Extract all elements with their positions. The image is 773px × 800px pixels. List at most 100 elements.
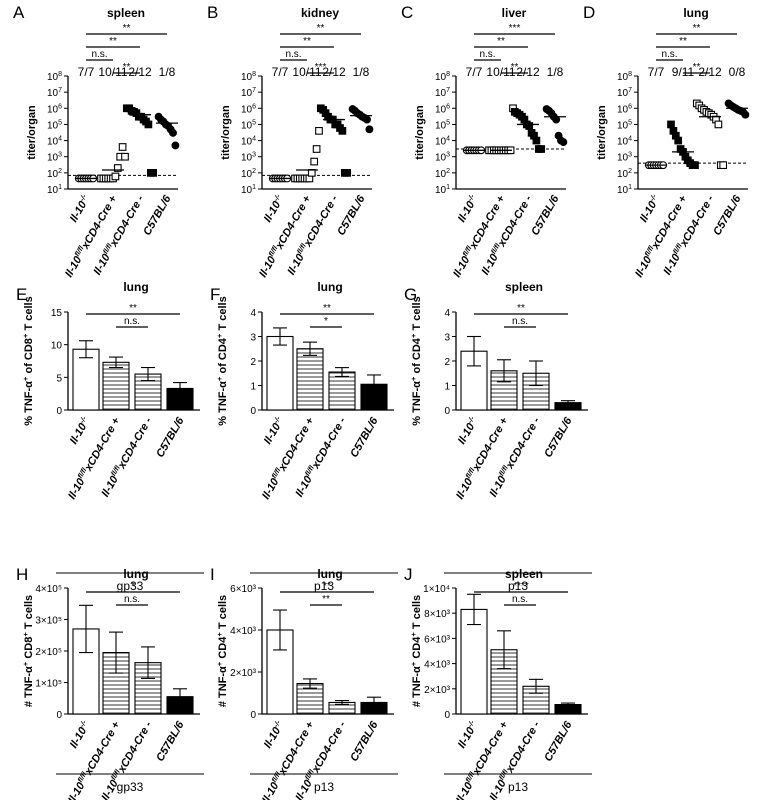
significance-label: ** — [517, 303, 525, 314]
bar — [490, 370, 518, 411]
y-tick-label: 105 — [47, 119, 62, 131]
group-label: C57BL/6 — [154, 415, 187, 460]
y-tick-label: 4×10³ — [424, 660, 451, 671]
y-tick-label: 2×10⁵ — [35, 647, 62, 658]
x-axis-label: p13 — [508, 780, 528, 794]
data-point — [315, 127, 323, 135]
y-axis-label: titer/organ — [414, 105, 426, 160]
y-tick-label: 0 — [444, 710, 450, 721]
significance-label: **** — [513, 581, 529, 592]
group-label: C57BL/6 — [348, 415, 381, 460]
significance-label: ** — [317, 23, 325, 34]
significance-label: n.s. — [91, 49, 107, 60]
panel-letter: G — [404, 285, 417, 304]
y-tick-label: 2×10³ — [230, 668, 257, 679]
significance-label: ** — [129, 303, 137, 314]
count-label: 7/7 — [78, 65, 95, 79]
data-point — [667, 120, 675, 129]
y-tick-label: 3×10⁵ — [35, 616, 62, 627]
bar — [72, 628, 100, 715]
y-tick-label: 106 — [47, 103, 62, 115]
y-tick-label: 2 — [444, 357, 450, 368]
y-tick-label: 108 — [435, 71, 450, 83]
y-tick-label: 4 — [444, 308, 450, 319]
y-tick-label: 0 — [250, 406, 256, 417]
y-tick-label: 105 — [241, 119, 256, 131]
bar — [102, 361, 130, 411]
bar — [72, 348, 100, 411]
x-axis-label: gp33 — [117, 780, 144, 794]
group-label: C57BL/6 — [348, 719, 381, 764]
y-tick-label: 107 — [47, 87, 62, 99]
group-label: Il-10-/- — [637, 192, 663, 224]
count-label: 10/11 — [486, 65, 515, 79]
y-tick-label: 6×10³ — [424, 634, 451, 645]
y-tick-label: 104 — [241, 136, 256, 148]
y-tick-label: 0 — [444, 406, 450, 417]
bar — [266, 335, 294, 411]
count-label: 1/8 — [353, 65, 370, 79]
y-tick-label: 101 — [241, 184, 256, 196]
data-point — [363, 115, 371, 124]
count-label: 2/12 — [516, 65, 540, 79]
significance-label: ** — [303, 36, 311, 47]
y-tick-label: 4×10⁵ — [35, 584, 62, 595]
y-tick-label: 102 — [617, 168, 632, 180]
significance-label: ** — [123, 23, 131, 34]
panel-title: spleen — [107, 6, 145, 20]
y-axis-label: % TNF-α+ of CD4+ T cells — [215, 296, 230, 425]
y-tick-label: 1×10⁵ — [35, 679, 62, 690]
bar — [460, 350, 488, 411]
count-label: 1/8 — [159, 65, 176, 79]
panel-title: lung — [317, 567, 342, 581]
count-label: 7/7 — [648, 65, 665, 79]
y-tick-label: 0 — [56, 406, 62, 417]
data-point — [741, 110, 750, 119]
panel-letter: I — [210, 565, 215, 584]
y-tick-label: 104 — [617, 136, 632, 148]
data-point — [118, 143, 127, 151]
y-tick-label: 104 — [435, 136, 450, 148]
y-tick-label: 1 — [250, 382, 256, 393]
significance-label: ** — [679, 36, 687, 47]
panel-letter: B — [207, 3, 218, 22]
data-point — [714, 120, 723, 129]
count-label: 2/12 — [322, 65, 346, 79]
count-label: 2/12 — [698, 65, 722, 79]
panel-title: kidney — [301, 6, 339, 20]
y-axis-label: # TNF-α+ CD4+ T cells — [215, 595, 230, 707]
y-tick-label: 101 — [47, 184, 62, 196]
y-axis-label: # TNF-α+ CD4+ T cells — [409, 595, 424, 707]
y-tick-label: 102 — [241, 168, 256, 180]
data-point — [719, 161, 728, 170]
panel-letter: C — [401, 3, 413, 22]
significance-label: ** — [123, 62, 131, 73]
data-point — [312, 145, 321, 153]
significance-label: ** — [323, 303, 331, 314]
y-tick-label: 1 — [444, 382, 450, 393]
panel-title: lung — [123, 280, 148, 294]
data-point — [365, 125, 374, 134]
data-point — [171, 141, 180, 150]
group-label: Il-10-/- — [261, 718, 287, 750]
y-tick-label: 102 — [47, 168, 62, 180]
data-point — [144, 120, 153, 129]
y-tick-label: 3 — [250, 333, 256, 344]
panel-letter: E — [16, 285, 27, 304]
y-tick-label: 5 — [56, 373, 62, 384]
significance-label: ** — [693, 23, 701, 34]
significance-label: * — [324, 316, 328, 327]
bar — [296, 348, 324, 411]
y-tick-label: 101 — [435, 184, 450, 196]
significance-label: n.s. — [285, 49, 301, 60]
panel-title: spleen — [505, 567, 543, 581]
group-label: Il-10-/- — [455, 718, 481, 750]
panel-letter: F — [210, 285, 220, 304]
